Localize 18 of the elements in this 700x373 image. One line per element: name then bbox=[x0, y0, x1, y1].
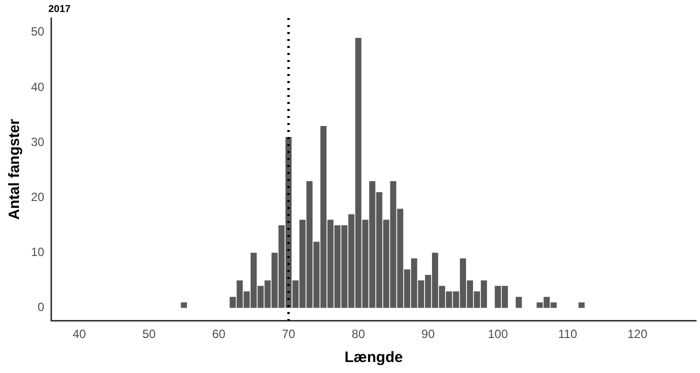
x-axis-title: Længde bbox=[344, 349, 403, 366]
x-tick-label: 70 bbox=[282, 327, 296, 342]
y-tick-label: 30 bbox=[30, 134, 45, 149]
x-tick-label: 90 bbox=[421, 327, 436, 342]
x-tick-label: 50 bbox=[142, 327, 156, 342]
y-tick-label: 10 bbox=[30, 245, 45, 260]
x-tick-label: 100 bbox=[488, 327, 508, 342]
y-tick-label: 20 bbox=[30, 190, 45, 204]
x-tick-label: 110 bbox=[558, 327, 578, 342]
x-tick-label: 60 bbox=[212, 327, 226, 342]
x-tick-label: 40 bbox=[72, 327, 86, 342]
x-tick-label: 120 bbox=[627, 327, 648, 342]
y-tick-label: 0 bbox=[38, 300, 45, 314]
y-axis-title: Antal fangster bbox=[6, 118, 24, 220]
y-tick-label: 50 bbox=[30, 24, 45, 39]
y-tick-label: 40 bbox=[30, 80, 45, 94]
chart-title: 2017 bbox=[48, 4, 72, 15]
x-tick-label: 80 bbox=[352, 327, 366, 342]
